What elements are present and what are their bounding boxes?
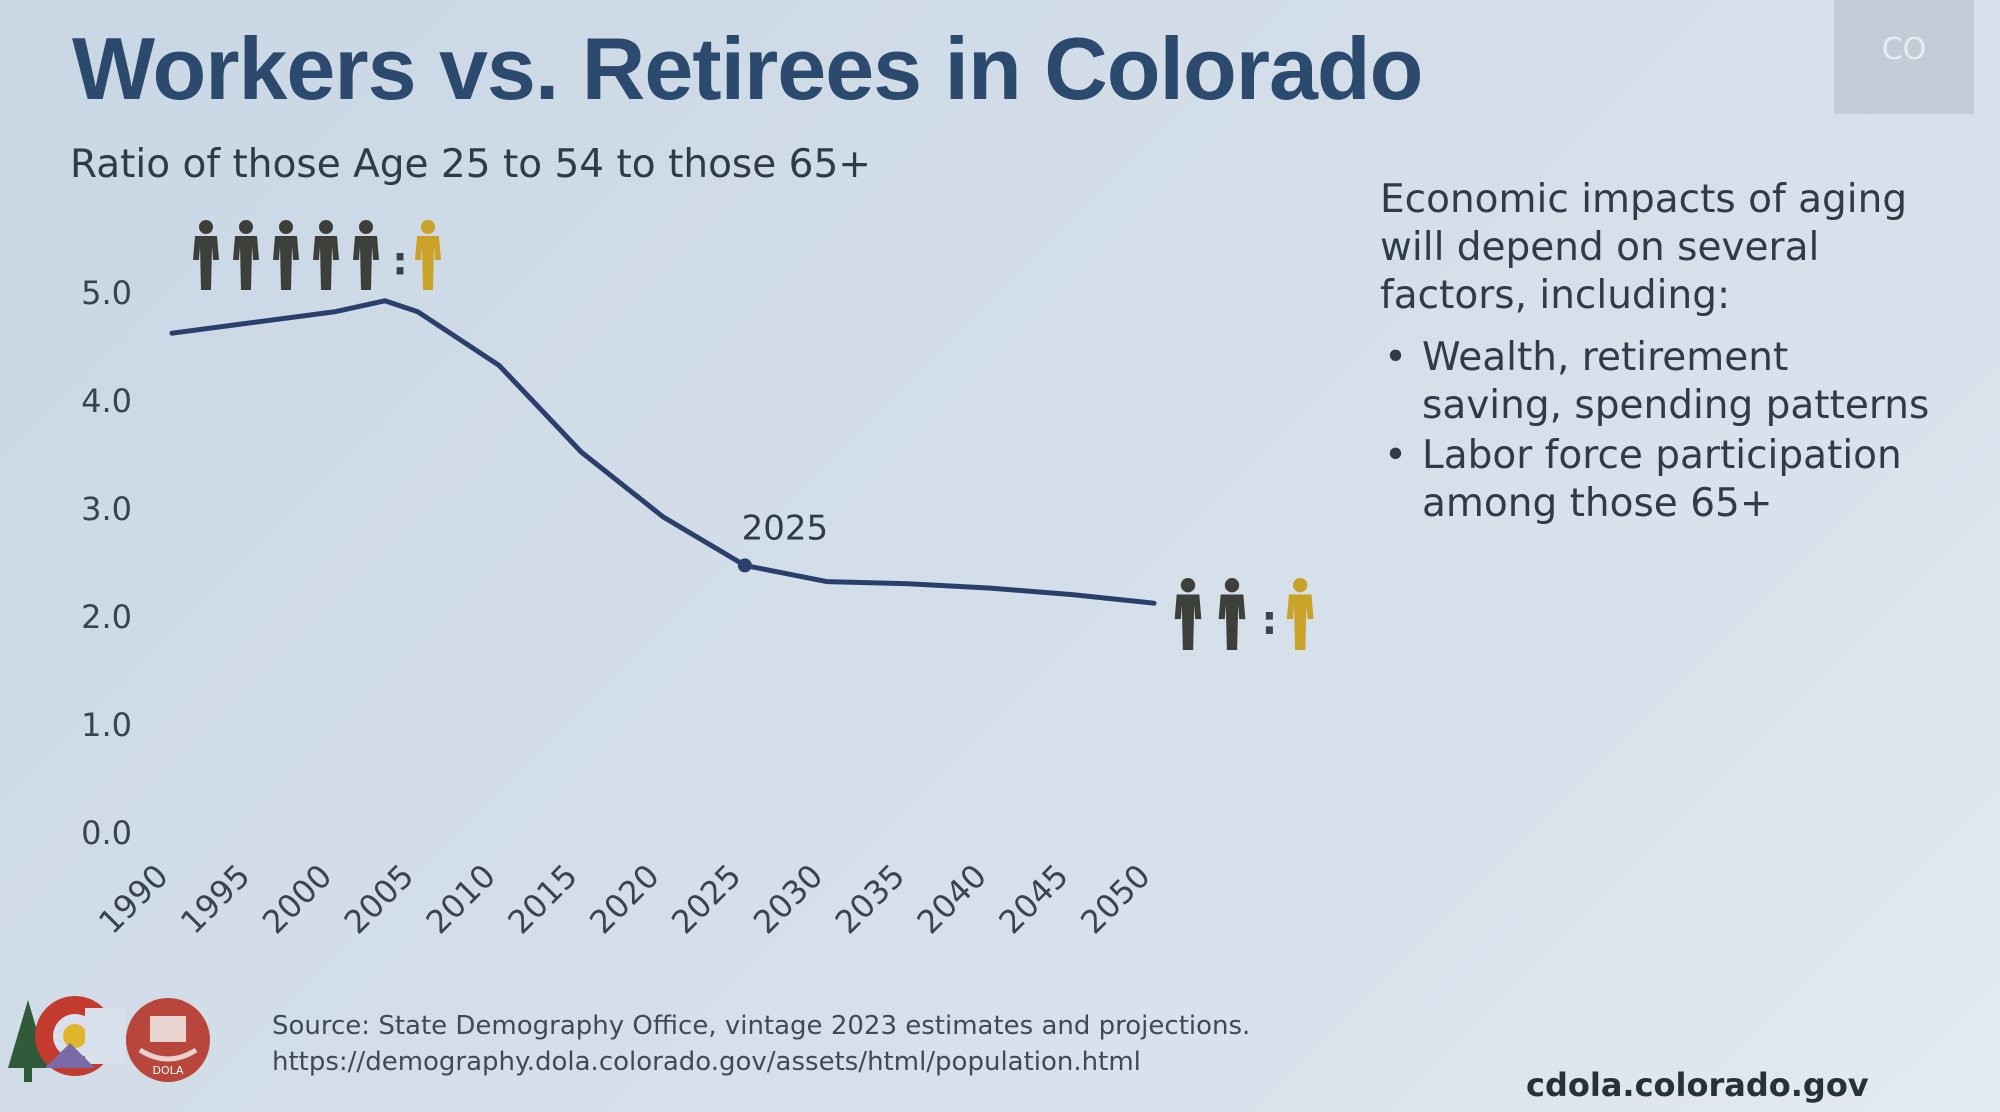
x-tick-label: 2045 bbox=[991, 857, 1075, 941]
retiree-person-icon bbox=[415, 220, 441, 290]
annotation-point bbox=[737, 558, 752, 573]
sidebar-item-wealth: • Wealth, retirement saving, spending pat… bbox=[1380, 334, 1940, 430]
retiree-person-icon bbox=[1286, 578, 1314, 650]
y-axis-ticks: 0.0 1.0 2.0 3.0 4.0 5.0 bbox=[81, 274, 132, 852]
ratio-line-chart: 0.01.02.03.04.05.0 199019952000200520102… bbox=[81, 220, 1314, 941]
series-line bbox=[169, 298, 1157, 606]
y-tick-label: 2.0 bbox=[81, 598, 132, 636]
x-axis-ticks: 1990199520002005201020152020202520302035… bbox=[91, 857, 1157, 941]
dola-logo-text: DOLA bbox=[152, 1064, 184, 1077]
x-tick-label: 2040 bbox=[910, 857, 994, 941]
ratio-separator: : bbox=[1261, 598, 1277, 644]
worker-person-icon bbox=[313, 220, 339, 290]
annotation-label: 2025 bbox=[742, 508, 829, 548]
y-tick-label: 3.0 bbox=[81, 490, 132, 528]
worker-person-icon bbox=[273, 220, 299, 290]
bullet-icon: • bbox=[1384, 335, 1408, 380]
source-line: Source: State Demography Office, vintage… bbox=[272, 1011, 1251, 1041]
y-tick-label: 0.0 bbox=[81, 814, 132, 852]
ratio-separator: : bbox=[392, 240, 408, 285]
x-tick-label: 2005 bbox=[337, 857, 421, 941]
x-tick-label: 2030 bbox=[746, 857, 830, 941]
sidebar-item-labor: • Labor force participation among those 6… bbox=[1380, 432, 1940, 528]
x-tick-label: 2015 bbox=[500, 857, 584, 941]
chart-subtitle: Ratio of those Age 25 to 54 to those 65+ bbox=[70, 142, 871, 187]
sidebar-item-label: Wealth, retirement saving, spending patt… bbox=[1422, 335, 1930, 428]
worker-person-icon bbox=[193, 220, 219, 290]
source-url: https://demography.dola.colorado.gov/ass… bbox=[272, 1047, 1141, 1077]
footer-logos: DOLA bbox=[8, 996, 210, 1082]
x-tick-label: 1995 bbox=[173, 857, 257, 941]
ratio-icons-start: : bbox=[193, 220, 441, 290]
worker-person-icon bbox=[353, 220, 379, 290]
dola-logo-icon: DOLA bbox=[126, 998, 210, 1082]
ratio-icons-end: : bbox=[1174, 578, 1314, 650]
sidebar-heading: Economic impacts of aging will depend on… bbox=[1380, 177, 1908, 318]
slide-title: Workers vs. Retirees in Colorado bbox=[72, 19, 1423, 118]
x-tick-label: 2020 bbox=[582, 857, 666, 941]
x-tick-label: 1990 bbox=[91, 857, 175, 941]
sidebar-notes: Economic impacts of aging will depend on… bbox=[1380, 176, 1940, 530]
colorado-logo-icon bbox=[8, 996, 125, 1082]
y-tick-label: 5.0 bbox=[81, 274, 132, 312]
y-tick-label: 1.0 bbox=[81, 706, 132, 744]
worker-person-icon bbox=[1218, 578, 1246, 650]
x-tick-label: 2050 bbox=[1073, 857, 1157, 941]
sidebar-item-label: Labor force participation among those 65… bbox=[1422, 433, 1902, 526]
x-tick-label: 2000 bbox=[255, 857, 339, 941]
x-tick-label: 2025 bbox=[664, 857, 748, 941]
x-tick-label: 2010 bbox=[419, 857, 503, 941]
sidebar-list: • Wealth, retirement saving, spending pat… bbox=[1380, 334, 1940, 528]
source-note: Source: State Demography Office, vintage… bbox=[272, 1008, 1250, 1080]
worker-person-icon bbox=[1174, 578, 1202, 650]
site-url: cdola.colorado.gov bbox=[1526, 1066, 1869, 1104]
x-tick-label: 2035 bbox=[828, 857, 912, 941]
worker-person-icon bbox=[233, 220, 259, 290]
corner-co-label: CO bbox=[1834, 0, 1974, 114]
bullet-icon: • bbox=[1384, 433, 1408, 478]
chart-annotations: 2025 bbox=[737, 508, 829, 573]
y-tick-label: 4.0 bbox=[81, 382, 132, 420]
